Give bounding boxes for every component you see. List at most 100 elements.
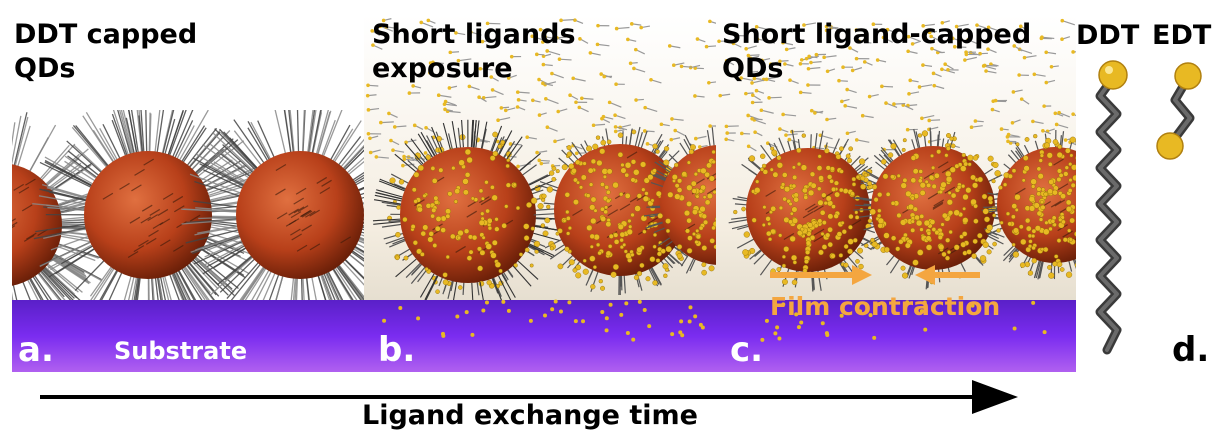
free-ligand (867, 93, 879, 99)
ddt-sulfur-atom (1098, 60, 1128, 90)
free-ligand (973, 119, 984, 123)
ligand-exchange-time-arrowhead (972, 380, 1018, 414)
free-ligand (1031, 119, 1044, 125)
free-ligand (921, 63, 933, 67)
substrate-ligand (919, 309, 924, 314)
free-ligand (754, 25, 768, 31)
substrate-ligand (794, 312, 799, 317)
free-ligand (568, 93, 579, 101)
free-ligand (767, 96, 782, 100)
free-ligand (626, 37, 637, 42)
free-ligand (613, 113, 626, 120)
free-ligand (1010, 119, 1021, 125)
substrate-ligand (858, 309, 863, 314)
free-ligand (499, 106, 510, 110)
free-ligand (750, 79, 765, 85)
free-ligand (545, 49, 561, 56)
free-ligand (371, 43, 383, 50)
free-ligand (806, 66, 821, 71)
free-ligand (892, 102, 906, 106)
substrate-ligand (922, 300, 927, 305)
free-ligand (708, 124, 716, 128)
free-ligand (848, 46, 859, 53)
substrate-ligand (441, 333, 446, 338)
quantum-dot (372, 119, 564, 311)
free-ligand (884, 101, 898, 109)
edt-label: EDT (1152, 20, 1212, 51)
free-ligand (599, 72, 612, 79)
substrate-ligand (581, 319, 586, 324)
free-ligand (1005, 135, 1021, 139)
free-ligand (753, 130, 763, 137)
free-ligand (781, 40, 794, 46)
free-ligand (1011, 89, 1023, 94)
free-ligand (490, 88, 504, 96)
substrate-ligand (1042, 330, 1047, 335)
substrate-ligand (604, 316, 609, 321)
free-ligand (854, 28, 867, 32)
free-ligand (659, 122, 670, 127)
panel-c-letter: c. (730, 330, 764, 370)
free-ligand (404, 139, 417, 145)
free-ligand (1022, 55, 1037, 60)
free-ligand (629, 22, 642, 26)
free-ligand (986, 25, 998, 31)
free-ligand (574, 100, 588, 105)
substrate-label: Substrate (114, 337, 248, 365)
substrate-ligand (799, 320, 804, 325)
free-ligand (744, 91, 754, 96)
free-ligand (673, 128, 685, 136)
free-ligand (669, 137, 681, 142)
free-ligand (392, 125, 407, 129)
free-ligand (963, 56, 977, 62)
free-ligand (516, 163, 531, 169)
panel-c-free-ligands (717, 18, 1076, 153)
free-ligand (822, 55, 837, 60)
panel-b-free-ligands (365, 18, 716, 173)
free-ligand (378, 24, 394, 32)
free-ligand (798, 90, 812, 95)
free-ligand (802, 22, 817, 27)
free-ligand (840, 98, 850, 104)
free-ligand (600, 116, 611, 124)
panel-b-title-line1: Short ligands (372, 19, 576, 50)
substrate-ligand (905, 300, 910, 305)
substrate-ligand (876, 302, 881, 307)
free-ligand (454, 31, 466, 36)
substrate-ligand (1012, 326, 1017, 331)
free-ligand (746, 53, 760, 58)
substrate-ligand (678, 330, 683, 335)
free-ligand (1032, 72, 1046, 77)
free-ligand (929, 34, 941, 42)
free-ligand (412, 123, 424, 130)
panel-d-letter: d. (1172, 330, 1210, 370)
free-ligand (845, 130, 856, 136)
substrate-ligand (820, 321, 825, 326)
free-ligand (531, 98, 541, 103)
free-ligand (717, 39, 731, 44)
free-ligand (906, 49, 918, 54)
free-ligand (553, 138, 565, 144)
substrate-ligand (608, 302, 613, 307)
free-ligand (515, 90, 530, 94)
free-ligand (595, 42, 610, 47)
panel-b-quantum-dots (372, 119, 716, 311)
free-ligand (679, 64, 693, 69)
free-ligand (1019, 97, 1030, 105)
free-ligand (643, 105, 658, 112)
panel-a-title-line2: QDs (14, 53, 76, 84)
free-ligand (695, 37, 706, 43)
substrate-ligand (484, 300, 489, 305)
substrate-ligand (501, 299, 506, 304)
free-ligand (537, 158, 550, 163)
substrate-ligand (573, 319, 578, 324)
substrate-ligand (558, 309, 563, 314)
free-ligand (389, 138, 400, 146)
free-ligand (1060, 18, 1076, 26)
free-ligand (754, 88, 765, 94)
free-ligand (456, 58, 472, 63)
free-ligand (921, 23, 935, 28)
free-ligand (704, 44, 716, 49)
free-ligand (480, 39, 491, 44)
free-ligand (447, 85, 458, 90)
